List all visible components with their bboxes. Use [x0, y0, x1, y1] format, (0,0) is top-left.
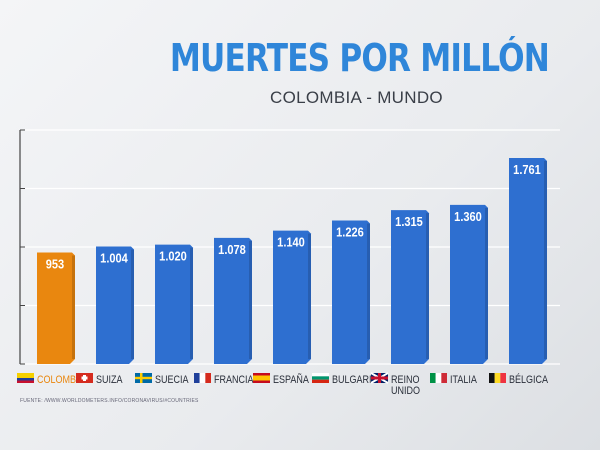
bar — [214, 237, 252, 364]
bar — [332, 220, 370, 364]
bar — [96, 246, 134, 364]
bar-value-label: 1.020 — [159, 249, 187, 264]
chart-title: MUERTES POR MILLÓN — [169, 36, 550, 80]
bar-side — [190, 247, 193, 359]
bar-side — [72, 255, 75, 359]
bar — [37, 252, 75, 364]
bar-side — [485, 207, 488, 359]
category-label: UNIDO — [391, 385, 420, 397]
category-label: BÉLGICA — [509, 372, 548, 386]
source-note: FUENTE: /WWW.WORLDOMETERS.INFO/CORONAVIR… — [20, 398, 199, 404]
sweden-flag-icon — [135, 373, 152, 383]
bar — [273, 230, 311, 364]
bulgaria-flag-icon — [312, 373, 329, 383]
bar-value-label: 1.360 — [454, 209, 482, 224]
colombia-flag-icon — [17, 373, 34, 383]
france-flag-icon — [194, 373, 211, 383]
bar — [450, 204, 488, 364]
category-label: SUIZA — [96, 374, 123, 386]
bar-value-label: 953 — [46, 257, 65, 272]
bar-value-label: 1.226 — [336, 225, 364, 240]
category-label: REINO — [391, 374, 420, 386]
bar-side — [544, 160, 547, 359]
category-label: ITALIA — [450, 374, 477, 386]
chart-subtitle: COLOMBIA - MUNDO — [270, 88, 443, 107]
category-label: BULGARIA — [332, 374, 378, 386]
bar-side — [426, 213, 429, 359]
bar — [155, 244, 193, 364]
bar-side — [308, 233, 311, 359]
bar — [391, 210, 429, 364]
category-label: ESPAÑA — [273, 372, 309, 386]
category-label: SUECIA — [155, 374, 189, 386]
bar-value-label: 1.315 — [395, 214, 423, 229]
category-label: FRANCIA — [214, 374, 254, 386]
belgium-flag-icon — [489, 373, 506, 383]
bar-value-label: 1.140 — [277, 235, 305, 250]
switzerland-flag-icon — [76, 373, 93, 383]
bar-side — [249, 240, 252, 359]
bar-value-label: 1.004 — [100, 251, 128, 266]
bar-side — [367, 223, 370, 359]
bar — [509, 157, 547, 364]
bar-side — [131, 249, 134, 359]
uk-flag-icon — [370, 372, 389, 384]
italy-flag-icon — [430, 373, 447, 383]
bar-value-label: 1.761 — [513, 162, 541, 177]
bar-value-label: 1.078 — [218, 242, 246, 257]
category-label: COLOMBIA — [37, 374, 85, 386]
spain-flag-icon — [253, 373, 270, 383]
